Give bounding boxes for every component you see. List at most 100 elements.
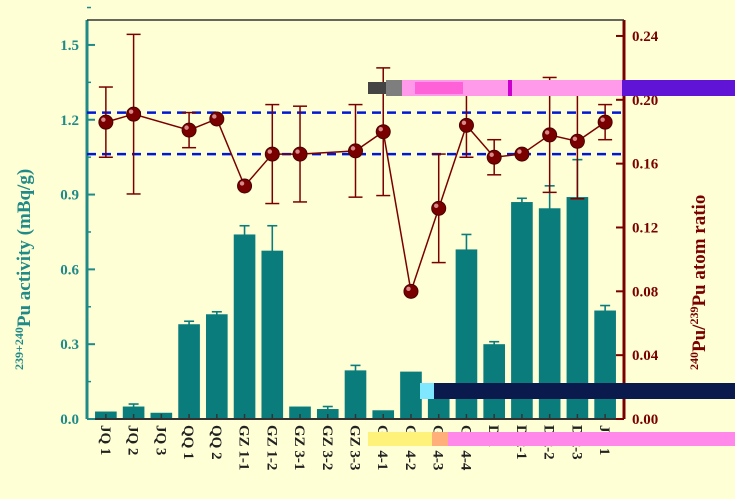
bar-12 xyxy=(427,397,450,419)
right-axis-title-sup-1: 240 xyxy=(687,352,701,370)
x-tick-label-9: GZ 3-3 xyxy=(347,425,363,470)
left-tick-label-0: 0.0 xyxy=(60,412,79,428)
right-tick-label-3: 0.12 xyxy=(632,220,658,236)
ratio-point-1 xyxy=(126,106,142,122)
ratio-point-0 xyxy=(98,114,114,130)
right-tick-label-0: 0.00 xyxy=(632,412,658,428)
ratio-point-highlight-14 xyxy=(489,152,494,157)
bar-9 xyxy=(344,370,367,419)
x-tick-label-10: GZ 4-1 xyxy=(374,425,390,470)
x-tick-label-12: GZ 4-3 xyxy=(430,425,446,470)
ratio-point-10 xyxy=(375,124,391,140)
bar-4 xyxy=(205,314,228,419)
ratio-point-highlight-4 xyxy=(212,114,217,119)
ratio-point-3 xyxy=(181,122,197,138)
artifact-yellow-block xyxy=(368,432,432,446)
right-tick-label-1: 0.04 xyxy=(632,348,659,364)
ratio-point-12 xyxy=(431,200,447,216)
x-tick-label-5: GZ 1-1 xyxy=(236,425,252,470)
ratio-point-13 xyxy=(458,117,474,133)
ratio-point-highlight-6 xyxy=(267,149,272,154)
artifact-gray-block xyxy=(386,80,402,96)
ratio-point-11 xyxy=(403,283,419,299)
right-axis-title: 240Pu/239Pu atom ratio xyxy=(687,195,710,370)
right-tick-label-2: 0.08 xyxy=(632,284,658,300)
artifact-cyan-block xyxy=(420,383,434,399)
ratio-point-14 xyxy=(486,149,502,165)
artifact-pink-band-bottom xyxy=(448,432,735,446)
artifact-purple-band xyxy=(622,80,735,96)
ratio-point-highlight-16 xyxy=(544,130,550,135)
left-tick-label-1: 0.3 xyxy=(60,337,79,353)
artifact-magenta-noise xyxy=(415,82,463,94)
ratio-point-18 xyxy=(597,114,613,130)
left-tick-label-2: 0.6 xyxy=(60,262,79,278)
ratio-point-5 xyxy=(237,178,253,194)
left-axis-title-main: Pu activity (mBq/g) xyxy=(14,169,35,327)
right-tick-label-5: 0.20 xyxy=(632,93,658,109)
x-tick-label-2: JQ 3 xyxy=(152,425,168,455)
bar-14 xyxy=(483,344,506,419)
ratio-point-4 xyxy=(209,111,225,127)
ratio-point-16 xyxy=(542,127,558,143)
ratio-point-17 xyxy=(569,133,585,149)
x-tick-label-8: GZ 3-2 xyxy=(319,425,335,470)
x-tick-label-1: JQ 2 xyxy=(125,425,141,455)
ratio-point-highlight-3 xyxy=(184,125,189,130)
bar-6 xyxy=(261,250,284,419)
artifact-dark-block xyxy=(368,82,386,94)
x-tick-label-7: GZ 3-1 xyxy=(291,425,307,470)
ratio-point-highlight-10 xyxy=(378,127,383,132)
bar-18 xyxy=(594,310,616,419)
ratio-point-highlight-18 xyxy=(600,117,605,122)
left-tick-label-4: 1.2 xyxy=(60,113,79,129)
ratio-point-7 xyxy=(292,146,308,162)
ratio-point-highlight-7 xyxy=(295,149,300,154)
right-tick-label-6: 0.24 xyxy=(632,29,659,45)
ratio-point-6 xyxy=(264,146,280,162)
ratio-point-highlight-12 xyxy=(434,203,439,209)
bar-11 xyxy=(400,371,422,419)
bar-3 xyxy=(178,324,200,419)
left-tick-label-3: 0.9 xyxy=(60,188,79,204)
right-tick-label-4: 0.16 xyxy=(632,157,659,173)
ratio-point-highlight-0 xyxy=(101,117,106,122)
bar-1 xyxy=(122,406,145,419)
left-axis-title-sup: 239+240 xyxy=(12,327,26,370)
artifact-layer xyxy=(368,80,735,446)
ratio-point-highlight-11 xyxy=(406,286,411,292)
x-tick-label-4: QQ 2 xyxy=(208,425,224,460)
right-axis-title-part-1: Pu/ xyxy=(689,324,710,352)
x-tick-label-6: GZ 1-2 xyxy=(263,425,279,470)
bar-17 xyxy=(566,197,589,419)
artifact-orange-block xyxy=(432,432,448,446)
left-axis-title: 239+240Pu activity (mBq/g) xyxy=(12,169,35,370)
x-tick-label-13: GZ 4-4 xyxy=(457,425,473,471)
artifact-navy-band xyxy=(434,383,735,399)
ratio-point-highlight-1 xyxy=(128,109,134,114)
ratio-point-highlight-17 xyxy=(572,136,578,141)
axes-layer: 0.0 0.3 0.6 0.9 1.2 1.5 0.00 0.04 0.08 0.12 0.16 0.… xyxy=(60,6,659,428)
x-tick-label-3: QQ 1 xyxy=(180,425,196,460)
ratio-point-highlight-13 xyxy=(461,120,467,126)
bar-16 xyxy=(538,208,561,419)
right-axis-title-part-2: Pu atom ratio xyxy=(689,195,710,307)
bar-13 xyxy=(455,249,478,419)
artifact-magenta-tick xyxy=(508,80,512,96)
right-axis-title-sup-2: 239 xyxy=(687,307,701,325)
bars-layer xyxy=(95,158,616,419)
x-tick-label-11: GZ 4-2 xyxy=(402,425,418,470)
left-tick-label-5: 1.5 xyxy=(60,38,79,54)
ratio-point-highlight-5 xyxy=(239,181,245,186)
ratio-line-layer xyxy=(98,33,613,299)
bar-7 xyxy=(289,406,311,419)
ratio-point-15 xyxy=(514,146,530,162)
bar-5 xyxy=(233,234,256,419)
ratio-point-highlight-15 xyxy=(517,149,522,154)
ratio-point-9 xyxy=(348,143,363,159)
x-tick-label-0: JQ 1 xyxy=(97,425,113,455)
bar-15 xyxy=(511,202,533,419)
ratio-point-highlight-9 xyxy=(350,146,356,151)
